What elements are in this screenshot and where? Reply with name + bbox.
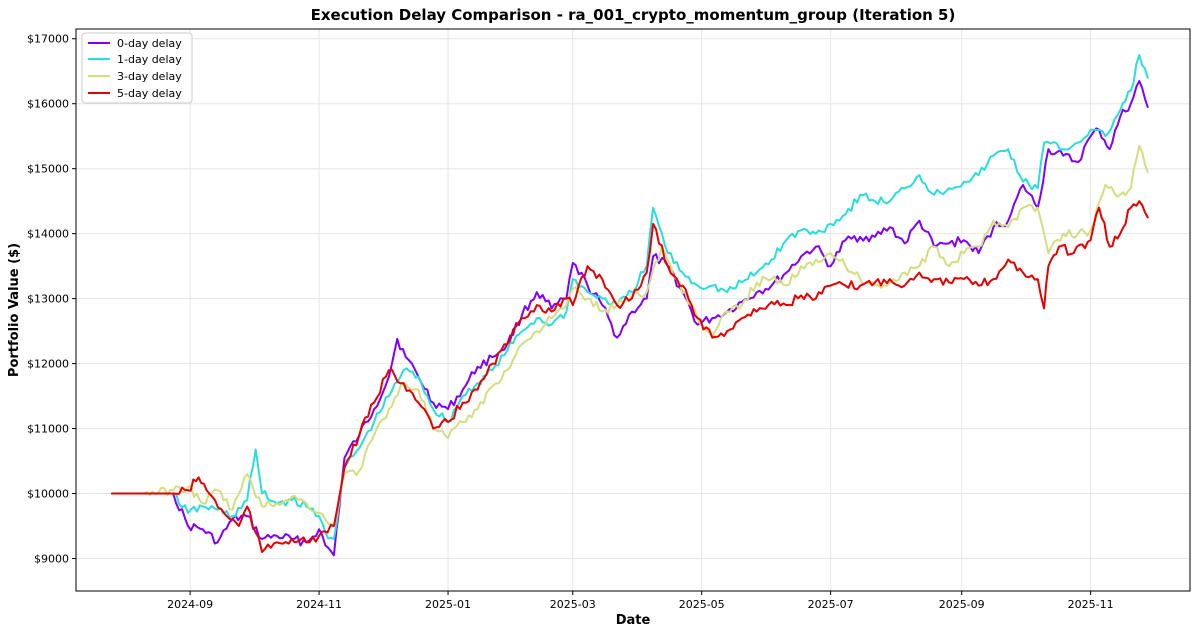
x-axis-label: Date (616, 613, 651, 628)
legend-box (81, 32, 193, 104)
y-tick-label: $13000 (27, 293, 69, 306)
series-line-3-day-delay (110, 144, 1149, 527)
y-tick-label: $15000 (27, 163, 69, 176)
y-tick-label: $16000 (27, 98, 69, 111)
series-line-5-day-delay (110, 200, 1149, 553)
legend-label-0-day: 0-day delay (117, 37, 182, 50)
x-tick-label: 2024-11 (296, 598, 342, 611)
x-axis: 2024-09 2024-11 2025-01 2025-03 2025-05 2025-… (167, 591, 1114, 611)
x-tick-label: 2024-09 (167, 598, 213, 611)
y-tick-label: $11000 (27, 423, 69, 436)
x-tick-label: 2025-07 (808, 598, 854, 611)
y-axis-label: Portfolio Value ($) (7, 243, 22, 377)
series-line-0-day-delay (110, 80, 1149, 557)
y-tick-label: $10000 (27, 488, 69, 501)
y-tick-label: $9000 (34, 553, 69, 566)
y-tick-label: $12000 (27, 358, 69, 371)
legend-label-1-day: 1-day delay (117, 53, 182, 66)
y-axis: $9000 $10000 $11000 $12000 $13000 $14000 $1500… (27, 33, 76, 566)
grid (76, 29, 1190, 591)
legend: 0-day delay 1-day delay 3-day delay 5-da… (81, 32, 193, 104)
x-tick-label: 2025-05 (679, 598, 725, 611)
series-group (110, 54, 1149, 557)
legend-label-3-day: 3-day delay (117, 70, 182, 83)
x-tick-label: 2025-09 (939, 598, 985, 611)
y-tick-label: $14000 (27, 228, 69, 241)
x-tick-label: 2025-11 (1068, 598, 1114, 611)
x-tick-label: 2025-03 (550, 598, 596, 611)
y-tick-label: $17000 (27, 33, 69, 46)
plot-frame (75, 28, 1191, 592)
legend-label-5-day: 5-day delay (117, 87, 182, 100)
x-tick-label: 2025-01 (425, 598, 471, 611)
chart-title: Execution Delay Comparison - ra_001_cryp… (311, 6, 956, 24)
